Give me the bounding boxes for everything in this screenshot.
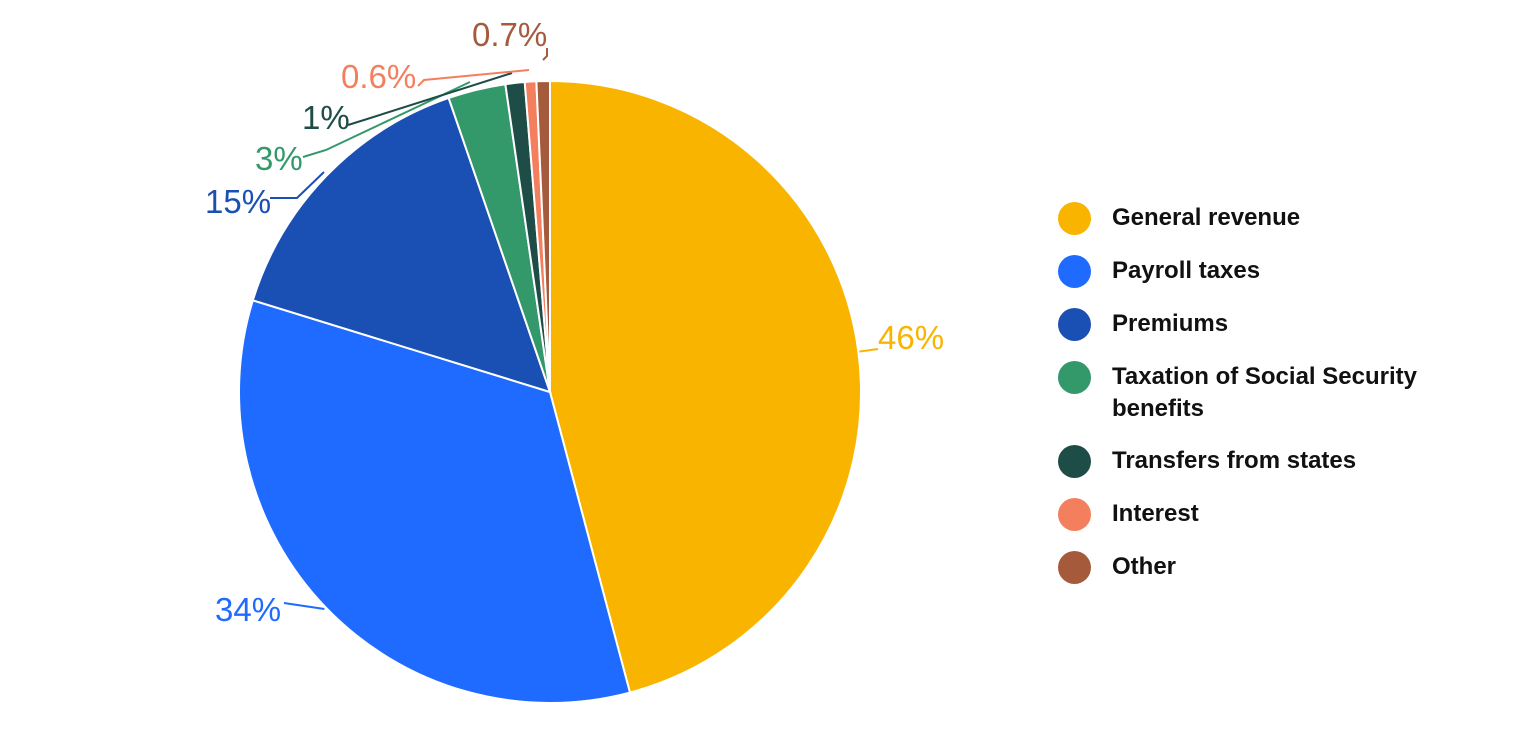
legend-label: General revenue [1112,204,1301,231]
legend-label: Interest [1112,500,1199,527]
slice-label-payroll-taxes: 34% [215,591,281,628]
legend-label: Premiums [1112,310,1229,337]
legend-label: Other [1112,553,1177,580]
slice-label-transfers-from-states: 1% [302,99,350,136]
leader-transfers-from-states [347,72,513,126]
slice-label-general-revenue: 46% [878,319,944,356]
legend: General revenue Payroll taxes Premiums Taxa… [1058,202,1498,604]
legend-swatch [1058,361,1091,394]
legend-item-taxation-of-social-security-benefits: Taxation of Social Security benefits [1058,361,1498,425]
legend-label: Taxation of Social Security benefits [1112,363,1417,422]
slice-label-interest: 0.6% [341,58,416,95]
slice-label-taxation-of-social-security-benefits: 3% [255,140,303,177]
slice-label-other: 0.7% [472,16,547,53]
leader-taxation-of-social-security-benefits [302,81,471,158]
legend-item-premiums: Premiums [1058,308,1498,341]
leader-general-revenue [859,348,879,353]
slice-labels: 46% 34% 15% 3% 1% 0.6% 0.7% [205,16,944,628]
legend-swatch [1058,445,1091,478]
legend-item-transfers-from-states: Transfers from states [1058,445,1498,478]
slice-general-revenue [549,79,862,694]
leader-premiums [270,171,325,199]
slice-payroll-taxes [238,299,632,704]
legend-swatch [1058,202,1091,235]
legend-item-payroll-taxes: Payroll taxes [1058,255,1498,288]
leader-payroll-taxes [283,602,325,610]
leader-other [542,48,548,61]
legend-label: Transfers from states [1112,447,1357,474]
legend-item-other: Other [1058,551,1498,584]
legend-swatch [1058,498,1091,531]
slice-premiums [251,96,552,394]
slice-label-premiums: 15% [205,183,271,220]
legend-swatch [1058,308,1091,341]
slice-other [535,79,551,393]
legend-swatch [1058,255,1091,288]
leader-lines [270,48,879,610]
pie-slices [238,79,862,704]
legend-swatch [1058,551,1091,584]
legend-item-interest: Interest [1058,498,1498,531]
legend-label: Payroll taxes [1112,257,1261,284]
leader-interest [417,69,530,87]
legend-item-general-revenue: General revenue [1058,202,1498,235]
